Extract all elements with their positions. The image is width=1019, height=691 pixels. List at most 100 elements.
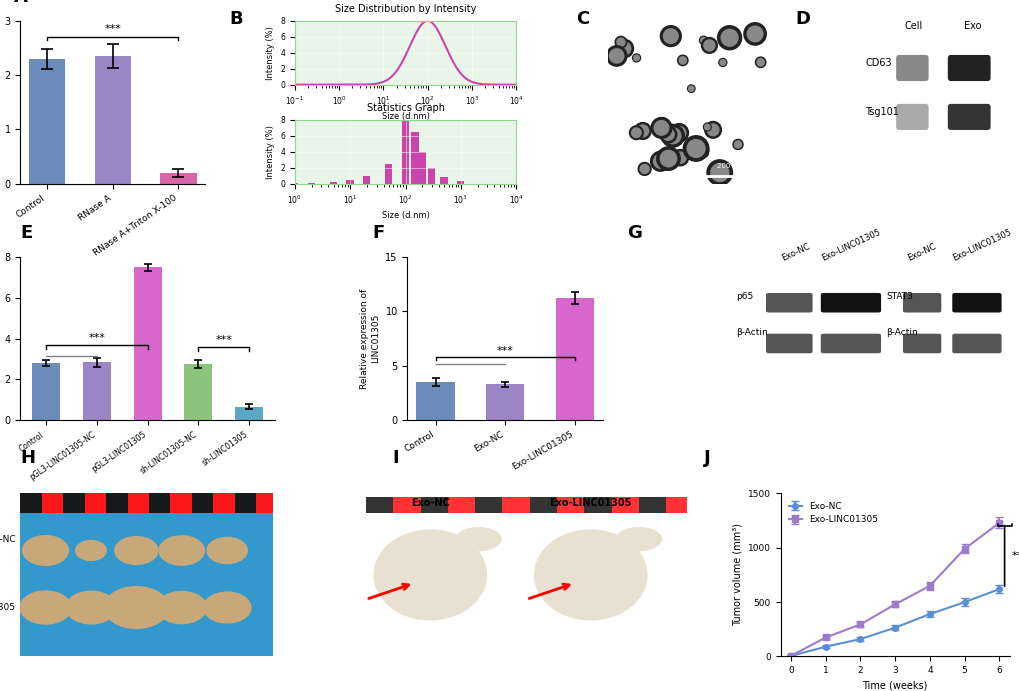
Bar bbox=[160, 173, 197, 184]
Circle shape bbox=[614, 37, 626, 48]
Circle shape bbox=[664, 128, 680, 144]
Circle shape bbox=[704, 124, 709, 130]
Bar bbox=[529, 497, 556, 513]
Circle shape bbox=[718, 59, 727, 66]
Bar bbox=[418, 152, 425, 184]
Bar bbox=[192, 493, 213, 513]
X-axis label: Size (d.nm): Size (d.nm) bbox=[381, 211, 429, 220]
Circle shape bbox=[673, 126, 685, 140]
Text: Exo-LINC01305: Exo-LINC01305 bbox=[0, 603, 15, 612]
Text: D: D bbox=[795, 10, 810, 28]
Bar bbox=[440, 178, 447, 184]
Circle shape bbox=[22, 536, 68, 565]
Circle shape bbox=[606, 46, 627, 66]
Title: Statistics Graph: Statistics Graph bbox=[366, 104, 444, 113]
Circle shape bbox=[675, 152, 686, 163]
Circle shape bbox=[733, 140, 742, 149]
Bar bbox=[85, 493, 106, 513]
Y-axis label: Intensity (%): Intensity (%) bbox=[265, 26, 274, 79]
Circle shape bbox=[687, 85, 694, 93]
Bar bbox=[42, 493, 63, 513]
Text: Cell: Cell bbox=[904, 21, 922, 31]
Circle shape bbox=[653, 121, 668, 135]
Text: Exo-NC: Exo-NC bbox=[411, 498, 449, 509]
Circle shape bbox=[640, 164, 648, 173]
Circle shape bbox=[702, 148, 707, 153]
FancyBboxPatch shape bbox=[765, 293, 812, 312]
Circle shape bbox=[734, 141, 741, 148]
Text: Exo-NC: Exo-NC bbox=[0, 535, 15, 544]
Circle shape bbox=[672, 149, 688, 166]
Circle shape bbox=[609, 49, 624, 63]
FancyBboxPatch shape bbox=[765, 334, 812, 353]
X-axis label: Size (d.nm): Size (d.nm) bbox=[381, 113, 429, 122]
Text: E: E bbox=[20, 225, 33, 243]
Text: STAT3: STAT3 bbox=[886, 292, 912, 301]
Circle shape bbox=[720, 29, 738, 46]
Circle shape bbox=[703, 123, 710, 131]
Bar bbox=[366, 497, 687, 513]
Title: Size Distribution by Intensity: Size Distribution by Intensity bbox=[334, 4, 476, 15]
Circle shape bbox=[701, 37, 716, 53]
Bar bbox=[308, 182, 315, 184]
Circle shape bbox=[632, 54, 640, 62]
Bar bbox=[234, 493, 256, 513]
Circle shape bbox=[66, 591, 116, 624]
Text: C: C bbox=[576, 10, 589, 28]
FancyBboxPatch shape bbox=[820, 334, 880, 353]
Bar bbox=[63, 493, 85, 513]
Bar bbox=[384, 164, 392, 184]
Bar bbox=[133, 267, 161, 420]
Circle shape bbox=[104, 587, 168, 628]
Bar bbox=[393, 497, 420, 513]
Circle shape bbox=[687, 140, 704, 158]
Bar bbox=[638, 497, 665, 513]
Text: p65: p65 bbox=[735, 292, 752, 301]
Text: A: A bbox=[14, 0, 28, 6]
Text: β-Actin: β-Actin bbox=[735, 328, 767, 337]
Bar bbox=[611, 497, 638, 513]
Y-axis label: Tumor volume (mm³): Tumor volume (mm³) bbox=[732, 524, 742, 627]
FancyBboxPatch shape bbox=[820, 293, 880, 312]
FancyBboxPatch shape bbox=[947, 104, 989, 130]
Circle shape bbox=[629, 126, 643, 140]
Bar bbox=[428, 168, 435, 184]
Circle shape bbox=[700, 149, 706, 156]
Bar bbox=[127, 493, 149, 513]
Circle shape bbox=[700, 37, 706, 44]
Circle shape bbox=[663, 29, 678, 44]
Circle shape bbox=[747, 26, 762, 41]
Circle shape bbox=[614, 39, 633, 57]
Text: J: J bbox=[703, 449, 710, 467]
Bar bbox=[95, 56, 130, 184]
FancyBboxPatch shape bbox=[896, 104, 927, 130]
X-axis label: Time (weeks): Time (weeks) bbox=[862, 681, 927, 691]
Bar bbox=[29, 59, 65, 184]
Circle shape bbox=[75, 540, 106, 560]
Circle shape bbox=[706, 124, 718, 135]
Circle shape bbox=[659, 151, 676, 167]
FancyBboxPatch shape bbox=[952, 334, 1001, 353]
Bar bbox=[256, 493, 277, 513]
Circle shape bbox=[661, 124, 684, 147]
Bar bbox=[213, 493, 234, 513]
Ellipse shape bbox=[534, 530, 646, 620]
Bar bbox=[170, 493, 192, 513]
Text: H: H bbox=[20, 449, 36, 467]
Text: Exo-LINC01305: Exo-LINC01305 bbox=[819, 227, 881, 263]
Circle shape bbox=[659, 126, 677, 143]
FancyBboxPatch shape bbox=[902, 293, 941, 312]
Bar bbox=[420, 497, 447, 513]
Bar bbox=[290, 183, 298, 184]
Y-axis label: Relative expression of
LINC01305: Relative expression of LINC01305 bbox=[360, 288, 379, 389]
Text: I: I bbox=[392, 449, 398, 467]
Circle shape bbox=[669, 124, 688, 142]
Bar bbox=[486, 384, 524, 420]
Circle shape bbox=[656, 147, 680, 170]
Circle shape bbox=[683, 135, 708, 161]
Circle shape bbox=[706, 160, 732, 185]
Text: ***: *** bbox=[496, 346, 514, 356]
Bar bbox=[32, 363, 60, 420]
Bar bbox=[401, 122, 409, 184]
Circle shape bbox=[704, 122, 720, 138]
